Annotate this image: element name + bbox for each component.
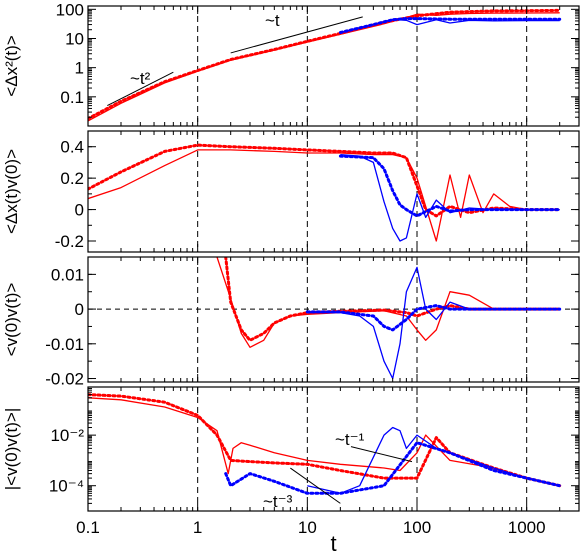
x-tick-label: 100 — [403, 518, 431, 537]
series-red-solid — [88, 149, 560, 242]
panel-1: 0.1 1 10 100 <Δx²(t)> ~t² ~t — [2, 0, 580, 127]
y-tick-label: -0.02 — [45, 370, 84, 389]
series-blue-dotted — [338, 17, 562, 34]
x-tick-label: 10 — [298, 518, 317, 537]
annotation-t2: ~t² — [130, 69, 151, 88]
y-tick-label: -0.01 — [45, 335, 84, 354]
series-blue-solid — [340, 153, 560, 242]
guide-line-t2 — [107, 71, 174, 107]
annotation-tm3: ~t⁻³ — [263, 492, 293, 511]
y-tick-label: 0.2 — [60, 169, 84, 188]
y-tick-label: 0 — [75, 201, 84, 220]
x-tick-label: 1 — [193, 518, 202, 537]
series-red-solid — [88, 12, 560, 122]
plot-frame — [87, 256, 580, 383]
y-axis-label: <Δx²(t)> — [2, 35, 21, 96]
plot-frame — [87, 130, 580, 253]
y-tick-label: 10 — [65, 29, 84, 48]
x-tick-label: 1000 — [508, 518, 546, 537]
x-tick-label: 0.1 — [76, 518, 100, 537]
y-tick-label: 10⁻⁴ — [49, 477, 84, 496]
panel-2: -0.2 0 0.2 0.4 <Δx(t)v(0)> — [2, 130, 580, 253]
series-blue-dotted — [305, 304, 562, 332]
guide-line-tm1 — [350, 446, 413, 463]
series-blue-dotted — [338, 154, 562, 218]
y-tick-label: 0.01 — [51, 265, 84, 284]
y-tick-label: 1 — [75, 59, 84, 78]
series-red-dotted — [88, 8, 562, 121]
y-tick-label: 0.4 — [60, 138, 84, 157]
guide-line-t — [230, 16, 363, 54]
y-tick-label: 10⁻² — [50, 426, 84, 445]
panel-3: -0.02 -0.01 0 0.01 <v(0)v(t)> — [2, 256, 580, 389]
series-red-dotted — [224, 257, 562, 342]
y-axis-label: |<v(0)v(t)>| — [2, 408, 21, 491]
y-tick-label: 0.1 — [60, 88, 84, 107]
y-axis-label: <Δx(t)v(0)> — [2, 149, 21, 234]
series-red-dotted — [88, 143, 562, 218]
y-tick-label: 100 — [56, 0, 84, 19]
series-blue-solid — [307, 426, 560, 494]
annotation-t: ~t — [265, 11, 280, 30]
plot-frame — [87, 386, 580, 512]
guide-line-tm3 — [290, 467, 341, 504]
plot-frame — [87, 5, 580, 127]
panel-4: 10⁻² 10⁻⁴ |<v(0)v(t)>| ~t⁻¹ ~t⁻³ 0.1 1 10 100 100… — [2, 386, 580, 556]
y-axis-label: <v(0)v(t)> — [2, 283, 21, 357]
series-red-dotted — [88, 393, 562, 488]
series-blue-dotted — [224, 441, 562, 495]
series-red-solid — [216, 257, 560, 348]
y-tick-label: 0 — [75, 300, 84, 319]
y-tick-label: -0.2 — [55, 232, 84, 251]
series-red-solid — [88, 397, 560, 487]
annotation-tm1: ~t⁻¹ — [335, 430, 365, 449]
series-blue-solid — [307, 266, 560, 380]
x-axis-label: t — [330, 531, 336, 556]
